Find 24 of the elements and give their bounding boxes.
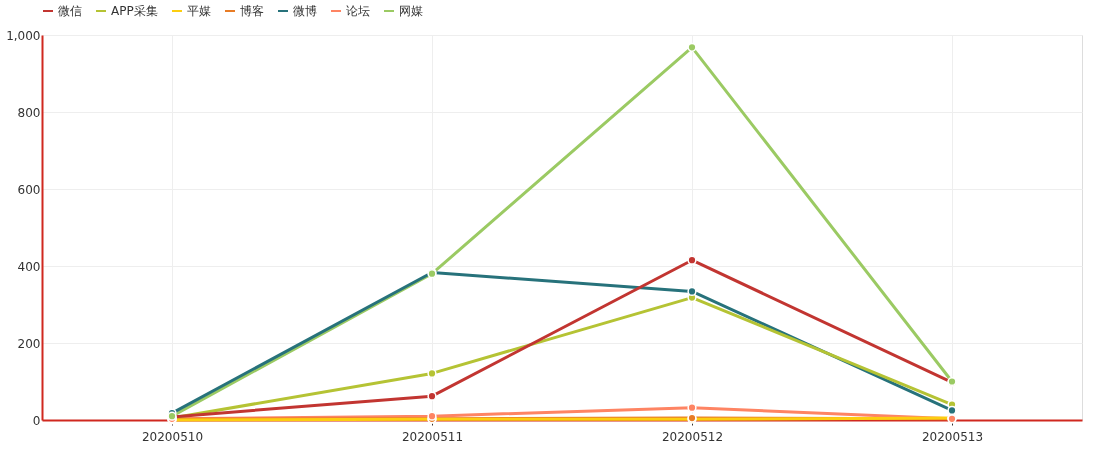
x-tick-label: 20200513 [921, 429, 984, 444]
point [687, 42, 697, 52]
legend-label: 微博 [293, 4, 317, 18]
legend-label: 论坛 [346, 4, 370, 18]
y-tick-label: 200 [17, 336, 41, 351]
legend-label: 微信 [58, 4, 82, 18]
y-tick-label: 1,000 [6, 28, 41, 43]
point [687, 286, 697, 297]
legend-label: APP采集 [111, 4, 158, 18]
x-tick-label: 20200511 [401, 429, 464, 444]
y-tick-label: 600 [17, 182, 41, 197]
legend-label: 博客 [240, 4, 264, 18]
point [687, 403, 697, 413]
legend-label: 网媒 [399, 4, 423, 18]
y-tick-label: 0 [32, 413, 41, 428]
x-tick-label: 20200512 [661, 429, 724, 444]
y-tick-label: 800 [17, 105, 41, 120]
legend-label: 平媒 [187, 4, 211, 18]
point [427, 391, 437, 401]
x-tick-label: 20200510 [141, 429, 204, 444]
point [427, 368, 437, 379]
point [687, 255, 697, 265]
y-tick-label: 400 [17, 259, 41, 274]
point [947, 405, 957, 415]
